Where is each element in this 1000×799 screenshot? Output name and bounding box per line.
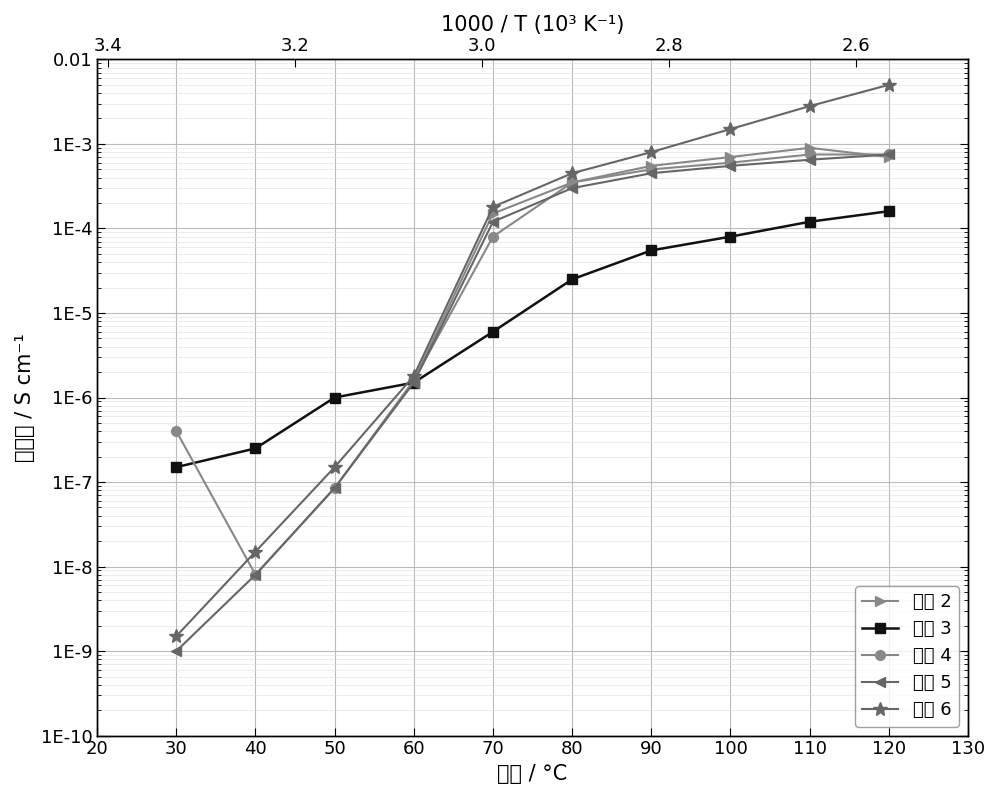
- 实例 2: [487, 209, 499, 218]
- 实例 2: [645, 161, 657, 171]
- Line: 实例 2: 实例 2: [409, 143, 894, 385]
- Line: 实例 4: 实例 4: [171, 149, 894, 579]
- 实例 3: [487, 327, 499, 336]
- 实例 3: [883, 206, 895, 216]
- 实例 3: [329, 392, 341, 402]
- 实例 4: [170, 427, 182, 436]
- Y-axis label: 电导率 / S cm⁻¹: 电导率 / S cm⁻¹: [15, 333, 35, 462]
- Legend: 实例 2, 实例 3, 实例 4, 实例 5, 实例 6: 实例 2, 实例 3, 实例 4, 实例 5, 实例 6: [855, 586, 959, 726]
- 实例 5: [487, 217, 499, 227]
- 实例 6: [724, 125, 736, 134]
- 实例 5: [249, 570, 261, 579]
- 实例 5: [804, 155, 816, 165]
- 实例 2: [883, 153, 895, 162]
- 实例 6: [408, 371, 420, 380]
- 实例 3: [566, 275, 578, 284]
- 实例 5: [645, 169, 657, 178]
- 实例 5: [724, 161, 736, 171]
- 实例 5: [329, 483, 341, 493]
- Line: 实例 6: 实例 6: [169, 78, 896, 643]
- 实例 4: [804, 149, 816, 159]
- X-axis label: 温度 / °C: 温度 / °C: [497, 764, 568, 784]
- 实例 2: [408, 376, 420, 385]
- 实例 5: [566, 183, 578, 193]
- 实例 2: [724, 153, 736, 162]
- 实例 6: [566, 169, 578, 178]
- 实例 6: [170, 631, 182, 641]
- 实例 6: [883, 80, 895, 89]
- Line: 实例 3: 实例 3: [171, 206, 894, 472]
- 实例 6: [804, 101, 816, 111]
- 实例 4: [724, 158, 736, 168]
- 实例 6: [645, 147, 657, 157]
- 实例 3: [645, 245, 657, 255]
- 实例 4: [645, 165, 657, 174]
- 实例 4: [329, 483, 341, 493]
- 实例 2: [804, 143, 816, 153]
- Line: 实例 5: 实例 5: [171, 149, 894, 656]
- 实例 6: [249, 547, 261, 556]
- 实例 2: [566, 177, 578, 187]
- 实例 3: [408, 378, 420, 388]
- 实例 4: [883, 149, 895, 159]
- 实例 5: [170, 646, 182, 656]
- 实例 5: [408, 378, 420, 388]
- 实例 5: [883, 149, 895, 159]
- 实例 4: [249, 570, 261, 579]
- 实例 6: [487, 202, 499, 212]
- X-axis label: 1000 / T (10³ K⁻¹): 1000 / T (10³ K⁻¹): [441, 15, 624, 35]
- 实例 4: [566, 177, 578, 187]
- 实例 4: [408, 376, 420, 385]
- 实例 6: [329, 463, 341, 472]
- 实例 3: [249, 443, 261, 453]
- 实例 4: [487, 232, 499, 241]
- 实例 3: [804, 217, 816, 227]
- 实例 3: [724, 232, 736, 241]
- 实例 3: [170, 463, 182, 472]
